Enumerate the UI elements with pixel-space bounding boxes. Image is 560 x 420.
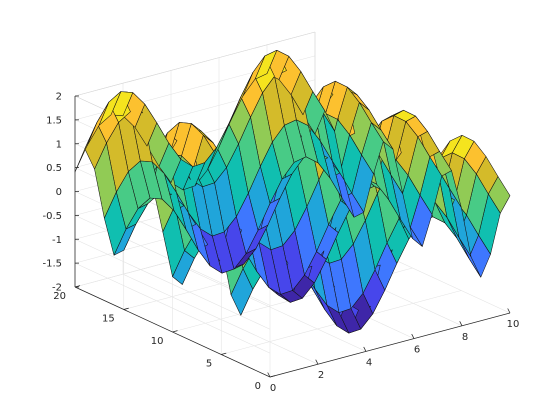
z-tick-label: -0.5 bbox=[42, 211, 62, 222]
x-tick-mark bbox=[267, 372, 271, 378]
y-tick-label: 15 bbox=[102, 314, 115, 325]
x-tick-mark bbox=[507, 308, 511, 314]
z-tick-label: 0 bbox=[56, 187, 62, 198]
z-tick-label: -1.5 bbox=[42, 259, 62, 270]
x-tick-mark bbox=[315, 359, 319, 365]
x-tick-mark bbox=[459, 321, 463, 326]
x-tick-label: 6 bbox=[414, 345, 420, 356]
y-tick-mark bbox=[172, 330, 178, 333]
x-axis-line bbox=[269, 312, 511, 378]
x-tick-label: 8 bbox=[462, 332, 468, 343]
z-tick-label: -2 bbox=[52, 283, 62, 294]
y-tick-mark bbox=[123, 307, 129, 310]
z-tick-label: 0.5 bbox=[46, 163, 62, 174]
z-tick-label: 2 bbox=[56, 92, 62, 103]
x-tick-label: 10 bbox=[507, 319, 520, 330]
x-tick-mark bbox=[411, 333, 415, 339]
y-tick-label: 0 bbox=[255, 381, 261, 392]
x-tick-label: 2 bbox=[318, 370, 324, 381]
x-tick-label: 0 bbox=[270, 383, 276, 394]
y-tick-label: 10 bbox=[151, 336, 164, 347]
grid-line bbox=[74, 238, 271, 330]
y-tick-label: 20 bbox=[53, 291, 66, 302]
grid-line bbox=[74, 262, 271, 354]
y-tick-mark bbox=[269, 375, 276, 378]
tick-labels: 0 2 4 6 8 10 0 5 10 15 20-2 -1.5 -1 -0.5 0 0.5 1 1.5 2 bbox=[42, 92, 519, 395]
z-tick-label: 1.5 bbox=[46, 115, 62, 126]
x-tick-label: 4 bbox=[366, 357, 372, 368]
y-tick-mark bbox=[221, 352, 227, 355]
y-tick-label: 5 bbox=[206, 359, 212, 370]
surface-face bbox=[74, 122, 98, 173]
box-edge bbox=[74, 31, 316, 97]
axes bbox=[74, 95, 511, 378]
x-tick-mark bbox=[363, 346, 367, 352]
surface-mesh bbox=[74, 50, 511, 334]
z-tick-label: 1 bbox=[56, 139, 62, 150]
z-tick-label: -1 bbox=[52, 235, 62, 246]
